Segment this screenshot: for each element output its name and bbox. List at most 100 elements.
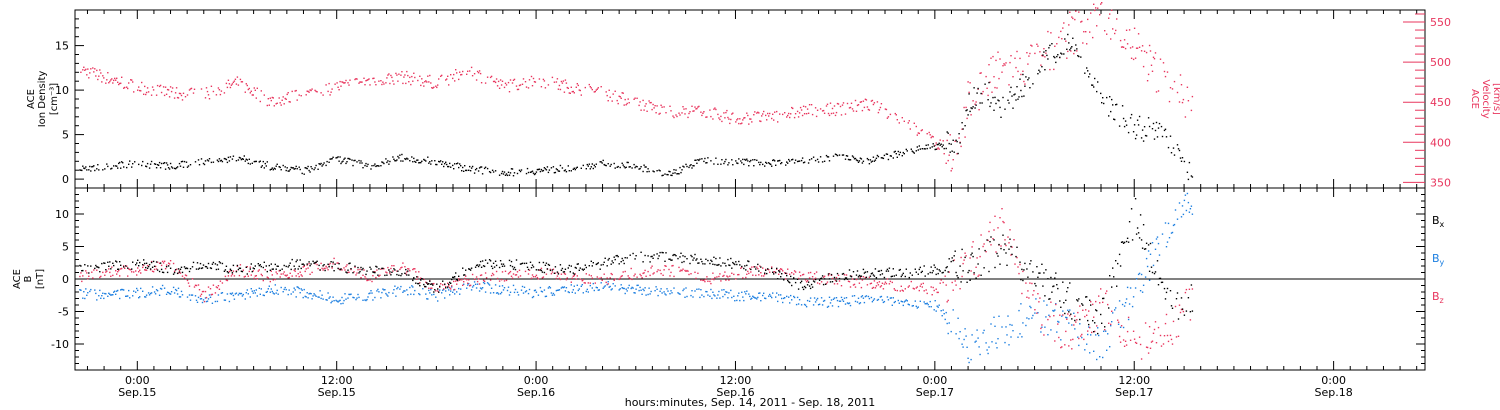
- by-series-point: [926, 302, 928, 304]
- velocity-series-point: [846, 102, 849, 105]
- density-series-point: [825, 154, 828, 157]
- density-series-point: [310, 166, 312, 168]
- bz-series-point: [203, 300, 206, 303]
- bx-series-point: [492, 262, 495, 264]
- density-series-point: [202, 162, 205, 165]
- density-series-point: [924, 148, 926, 150]
- bx-series-point: [391, 271, 393, 273]
- by-series-point: [606, 283, 608, 286]
- by-series-point: [870, 296, 873, 299]
- velocity-series-point: [414, 76, 416, 79]
- density-series-point: [844, 158, 847, 160]
- bz-series-point: [239, 264, 242, 266]
- by-series-point: [239, 292, 242, 295]
- by-series-point: [803, 303, 806, 306]
- bx-series-point: [1024, 262, 1026, 265]
- density-series-point: [1130, 113, 1133, 116]
- bz-series-point: [108, 268, 110, 270]
- bx-series-point: [240, 270, 243, 272]
- density-series-point: [278, 166, 280, 168]
- by-series-point: [923, 301, 925, 303]
- density-series-point: [674, 172, 676, 174]
- by-series-point: [155, 289, 158, 291]
- bz-series-point: [590, 275, 592, 277]
- bx-series-point: [842, 272, 845, 275]
- bx-series-point: [219, 262, 222, 264]
- velocity-series-point: [1140, 50, 1143, 52]
- by-series-point: [877, 298, 880, 301]
- bz-series-point: [509, 270, 512, 273]
- bx-series-point: [1006, 264, 1008, 266]
- bz-series-point: [663, 269, 665, 271]
- by-series-point: [149, 292, 152, 295]
- bz-series-point: [951, 281, 953, 284]
- bz-series-point: [629, 277, 631, 280]
- by-series-point: [407, 294, 409, 296]
- by-series-point: [986, 349, 988, 351]
- velocity-series-point: [739, 118, 741, 120]
- bx-series-point: [158, 270, 161, 273]
- density-series-point: [1183, 160, 1186, 163]
- density-series-point: [778, 160, 780, 162]
- bz-series-point: [286, 274, 288, 276]
- bx-series-point: [119, 261, 121, 263]
- density-series-point: [964, 125, 966, 127]
- top-right-ytick-label: 350: [1430, 176, 1451, 189]
- density-series-point: [1144, 134, 1147, 137]
- density-series-point: [548, 169, 551, 171]
- bx-series-point: [803, 285, 806, 288]
- by-series-point: [974, 341, 976, 343]
- bx-series-point: [941, 272, 943, 274]
- density-series-point: [1157, 127, 1160, 129]
- bx-series-point: [1100, 313, 1102, 316]
- bz-series-point: [202, 290, 205, 293]
- density-series-point: [780, 162, 782, 165]
- by-series-point: [205, 300, 208, 303]
- bx-series-point: [691, 255, 693, 258]
- by-series-point: [1122, 326, 1125, 329]
- bz-series-point: [588, 274, 590, 276]
- density-series-point: [1043, 51, 1045, 53]
- bx-series-point: [917, 273, 919, 275]
- bx-series-point: [923, 265, 925, 267]
- bx-series-point: [548, 264, 551, 266]
- bx-series-point: [918, 268, 920, 271]
- bz-series-point: [1091, 331, 1093, 334]
- velocity-series-point: [1060, 30, 1062, 33]
- velocity-series-point: [87, 68, 89, 70]
- bx-series-point: [160, 268, 163, 271]
- velocity-series-point: [105, 82, 107, 84]
- by-series-point: [685, 287, 687, 289]
- bx-series-point: [824, 283, 827, 285]
- bz-series-point: [151, 270, 154, 272]
- bx-series-point: [950, 260, 952, 263]
- bz-series-point: [576, 275, 578, 277]
- by-series-point: [813, 297, 816, 299]
- bz-series-point: [200, 293, 203, 295]
- bz-series-point: [647, 270, 649, 273]
- bx-series-point: [416, 276, 418, 278]
- bx-series-point: [79, 264, 81, 267]
- bx-series-point: [1163, 287, 1166, 290]
- bx-series-point: [498, 266, 501, 269]
- by-series-point: [1148, 279, 1151, 281]
- by-series-point: [1029, 305, 1031, 308]
- bx-series-point: [1087, 319, 1089, 322]
- bz-series-point: [915, 287, 917, 289]
- by-series-point: [409, 286, 411, 289]
- velocity-series-point: [791, 106, 793, 109]
- density-series-point: [1188, 161, 1191, 164]
- bx-series-point: [583, 268, 585, 270]
- density-series-point: [317, 168, 319, 170]
- by-series-point: [165, 293, 168, 295]
- by-series-point: [308, 293, 310, 295]
- by-series-point: [682, 289, 684, 292]
- bz-series-point: [532, 276, 535, 278]
- bz-series-point: [627, 275, 629, 277]
- by-series-point: [148, 294, 151, 296]
- bx-series-point: [276, 265, 278, 267]
- density-series-point: [953, 151, 955, 153]
- bx-series-point: [801, 286, 804, 289]
- bx-series-point: [349, 262, 351, 264]
- bz-series-point: [365, 277, 367, 280]
